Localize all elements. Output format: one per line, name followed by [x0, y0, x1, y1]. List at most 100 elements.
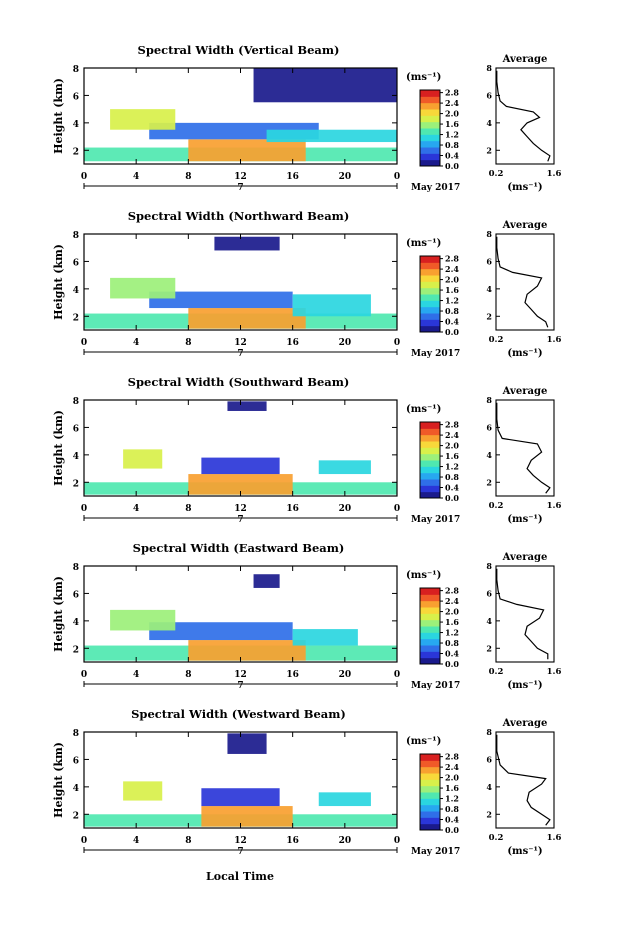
colorbar-swatch	[420, 319, 440, 327]
heatmap-cell	[227, 733, 267, 754]
colorbar-swatch	[420, 594, 440, 602]
colorbar-tick-label: 0.0	[445, 825, 459, 835]
colorbar-swatch	[420, 422, 440, 429]
x-tick-label: 12	[234, 338, 247, 348]
colorbar-tick-label: 2.0	[445, 607, 459, 617]
average-x-tick-label: 1.6	[547, 335, 562, 345]
y-axis-label: Height (km)	[52, 742, 65, 818]
average-y-tick-label: 4	[486, 782, 492, 792]
x-tick-label: 0	[394, 504, 400, 514]
heatmap-cell	[188, 308, 306, 329]
colorbar-swatch	[420, 823, 440, 831]
y-tick-label: 6	[73, 258, 79, 268]
panel-title: Spectral Width (Eastward Beam)	[133, 541, 345, 555]
colorbar-swatch	[420, 159, 440, 167]
average-y-tick-label: 4	[486, 450, 492, 460]
colorbar-swatch	[420, 588, 440, 595]
colorbar-tick-label: 2.4	[445, 596, 459, 606]
colorbar-swatch	[420, 472, 440, 480]
average-y-tick-label: 2	[486, 809, 492, 819]
heatmap-cell	[318, 792, 371, 807]
colorbar-swatch	[420, 479, 440, 486]
colorbar-swatch	[420, 147, 440, 154]
y-tick-label: 6	[73, 756, 79, 766]
colorbar-frame	[419, 89, 441, 167]
colorbar-unit: (ms⁻¹)	[406, 736, 441, 747]
x-tick-label: 0	[81, 670, 87, 680]
colorbar-tick-label: 0.8	[445, 140, 459, 150]
colorbar-swatch	[420, 811, 440, 818]
average-y-tick-label: 6	[486, 256, 492, 266]
heatmap	[84, 68, 397, 162]
colorbar-swatch	[420, 651, 440, 659]
y-tick-label: 8	[73, 563, 79, 573]
colorbar-tick-label: 0.8	[445, 306, 459, 316]
y-tick-label: 2	[73, 645, 79, 655]
colorbar-swatch	[420, 792, 440, 799]
colorbar-swatch	[420, 434, 440, 442]
colorbar-swatch	[420, 140, 440, 148]
colorbar-frame	[419, 255, 441, 333]
heatmap-cell	[110, 277, 176, 299]
colorbar-swatch	[420, 153, 440, 161]
date-label: May 2017	[411, 515, 460, 525]
average-x-tick-label: 1.6	[547, 169, 562, 179]
average-title: Average	[502, 54, 548, 65]
heatmap-cell	[188, 139, 306, 162]
average-unit: (ms⁻¹)	[507, 846, 542, 857]
x-tick-label: 4	[133, 836, 139, 846]
average-line	[496, 236, 549, 328]
average-frame	[495, 67, 555, 165]
colorbar-swatch	[420, 121, 440, 129]
x-tick-label: 0	[81, 338, 87, 348]
colorbar-tick-label: 2.0	[445, 275, 459, 285]
heatmap-cell	[214, 236, 280, 251]
colorbar-tick-label: 0.4	[445, 483, 459, 493]
colorbar-swatch	[420, 485, 440, 493]
x-tick-label: 0	[81, 172, 87, 182]
average-y-tick-label: 6	[486, 90, 492, 100]
colorbar-swatch	[420, 96, 440, 104]
colorbar-tick-label: 1.2	[445, 296, 459, 306]
heatmap-cell	[201, 457, 280, 475]
heatmap-cell	[188, 474, 293, 495]
colorbar-tick-label: 2.4	[445, 430, 459, 440]
heatmap	[84, 574, 397, 661]
colorbar-swatch	[420, 102, 440, 110]
average-y-tick-label: 2	[486, 311, 492, 321]
date-label: May 2017	[411, 681, 460, 691]
average-y-tick-label: 4	[486, 284, 492, 294]
colorbar-frame	[419, 753, 441, 831]
average-x-tick-label: 1.6	[547, 667, 562, 677]
colorbar-tick-label: 0.4	[445, 151, 459, 161]
heatmap-cell	[253, 574, 280, 588]
panel-4: Spectral Width (Eastward Beam) Height (km…	[52, 541, 561, 691]
panel-title: Spectral Width (Northward Beam)	[128, 209, 350, 223]
colorbar-tick-label: 0.0	[445, 161, 459, 171]
colorbar-swatch	[420, 600, 440, 608]
colorbar-swatch	[420, 128, 440, 135]
average-unit: (ms⁻¹)	[507, 514, 542, 525]
x-axis-title: Local Time	[206, 870, 274, 883]
average-y-tick-label: 8	[486, 395, 492, 405]
colorbar-tick-label: 2.8	[445, 586, 459, 596]
heatmap-cell	[201, 788, 280, 807]
average-title: Average	[502, 718, 548, 729]
x-tick-label: 4	[133, 670, 139, 680]
average-x-tick-label: 0.2	[489, 169, 504, 179]
colorbar-tick-label: 2.8	[445, 420, 459, 430]
average-y-tick-label: 4	[486, 118, 492, 128]
date-label: May 2017	[411, 847, 460, 857]
colorbar-swatch	[420, 619, 440, 627]
heatmap-cell	[292, 294, 371, 317]
colorbar-tick-label: 0.0	[445, 659, 459, 669]
panel-3: Spectral Width (Southward Beam) Height (k…	[52, 375, 561, 525]
colorbar-swatch	[420, 779, 440, 787]
average-line	[496, 402, 551, 494]
colorbar-tick-label: 2.8	[445, 88, 459, 98]
average-title: Average	[502, 386, 548, 397]
colorbar-swatch	[420, 460, 440, 467]
y-tick-label: 8	[73, 397, 79, 407]
colorbar-swatch	[420, 134, 440, 142]
colorbar-swatch	[420, 773, 440, 780]
